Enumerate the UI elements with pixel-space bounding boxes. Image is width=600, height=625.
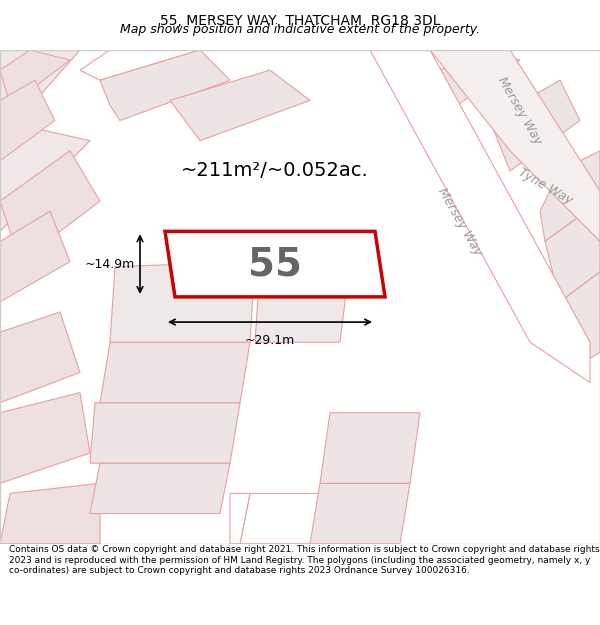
- Polygon shape: [430, 50, 600, 241]
- Polygon shape: [560, 272, 600, 368]
- Polygon shape: [100, 342, 250, 402]
- Polygon shape: [80, 50, 200, 80]
- Text: Map shows position and indicative extent of the property.: Map shows position and indicative extent…: [120, 23, 480, 36]
- Polygon shape: [0, 50, 80, 141]
- Text: ~29.1m: ~29.1m: [245, 334, 295, 347]
- Polygon shape: [110, 262, 255, 343]
- Polygon shape: [255, 262, 350, 343]
- Polygon shape: [0, 151, 100, 262]
- Text: Mersey Way: Mersey Way: [436, 185, 485, 258]
- Polygon shape: [90, 402, 240, 463]
- Polygon shape: [0, 483, 100, 544]
- Polygon shape: [0, 392, 90, 483]
- Polygon shape: [165, 231, 385, 297]
- Text: Mersey Way: Mersey Way: [496, 74, 545, 147]
- Polygon shape: [320, 412, 420, 483]
- Polygon shape: [90, 463, 230, 514]
- Polygon shape: [240, 493, 350, 544]
- Polygon shape: [0, 50, 70, 106]
- Polygon shape: [420, 50, 520, 111]
- Text: ~14.9m: ~14.9m: [85, 258, 135, 271]
- Text: ~211m²/~0.052ac.: ~211m²/~0.052ac.: [181, 161, 369, 181]
- Polygon shape: [0, 211, 70, 302]
- Polygon shape: [490, 80, 580, 171]
- Polygon shape: [545, 201, 600, 302]
- Polygon shape: [230, 493, 250, 544]
- Polygon shape: [540, 151, 600, 241]
- Polygon shape: [100, 50, 230, 121]
- Polygon shape: [170, 70, 310, 141]
- Polygon shape: [0, 121, 90, 231]
- Text: 55, MERSEY WAY, THATCHAM, RG18 3DL: 55, MERSEY WAY, THATCHAM, RG18 3DL: [160, 14, 440, 28]
- Text: Tyne Way: Tyne Way: [515, 166, 574, 207]
- Polygon shape: [0, 80, 55, 161]
- Polygon shape: [310, 483, 410, 544]
- Polygon shape: [355, 50, 590, 382]
- Polygon shape: [0, 312, 80, 402]
- Text: Contains OS data © Crown copyright and database right 2021. This information is : Contains OS data © Crown copyright and d…: [9, 546, 599, 575]
- Text: 55: 55: [248, 245, 302, 283]
